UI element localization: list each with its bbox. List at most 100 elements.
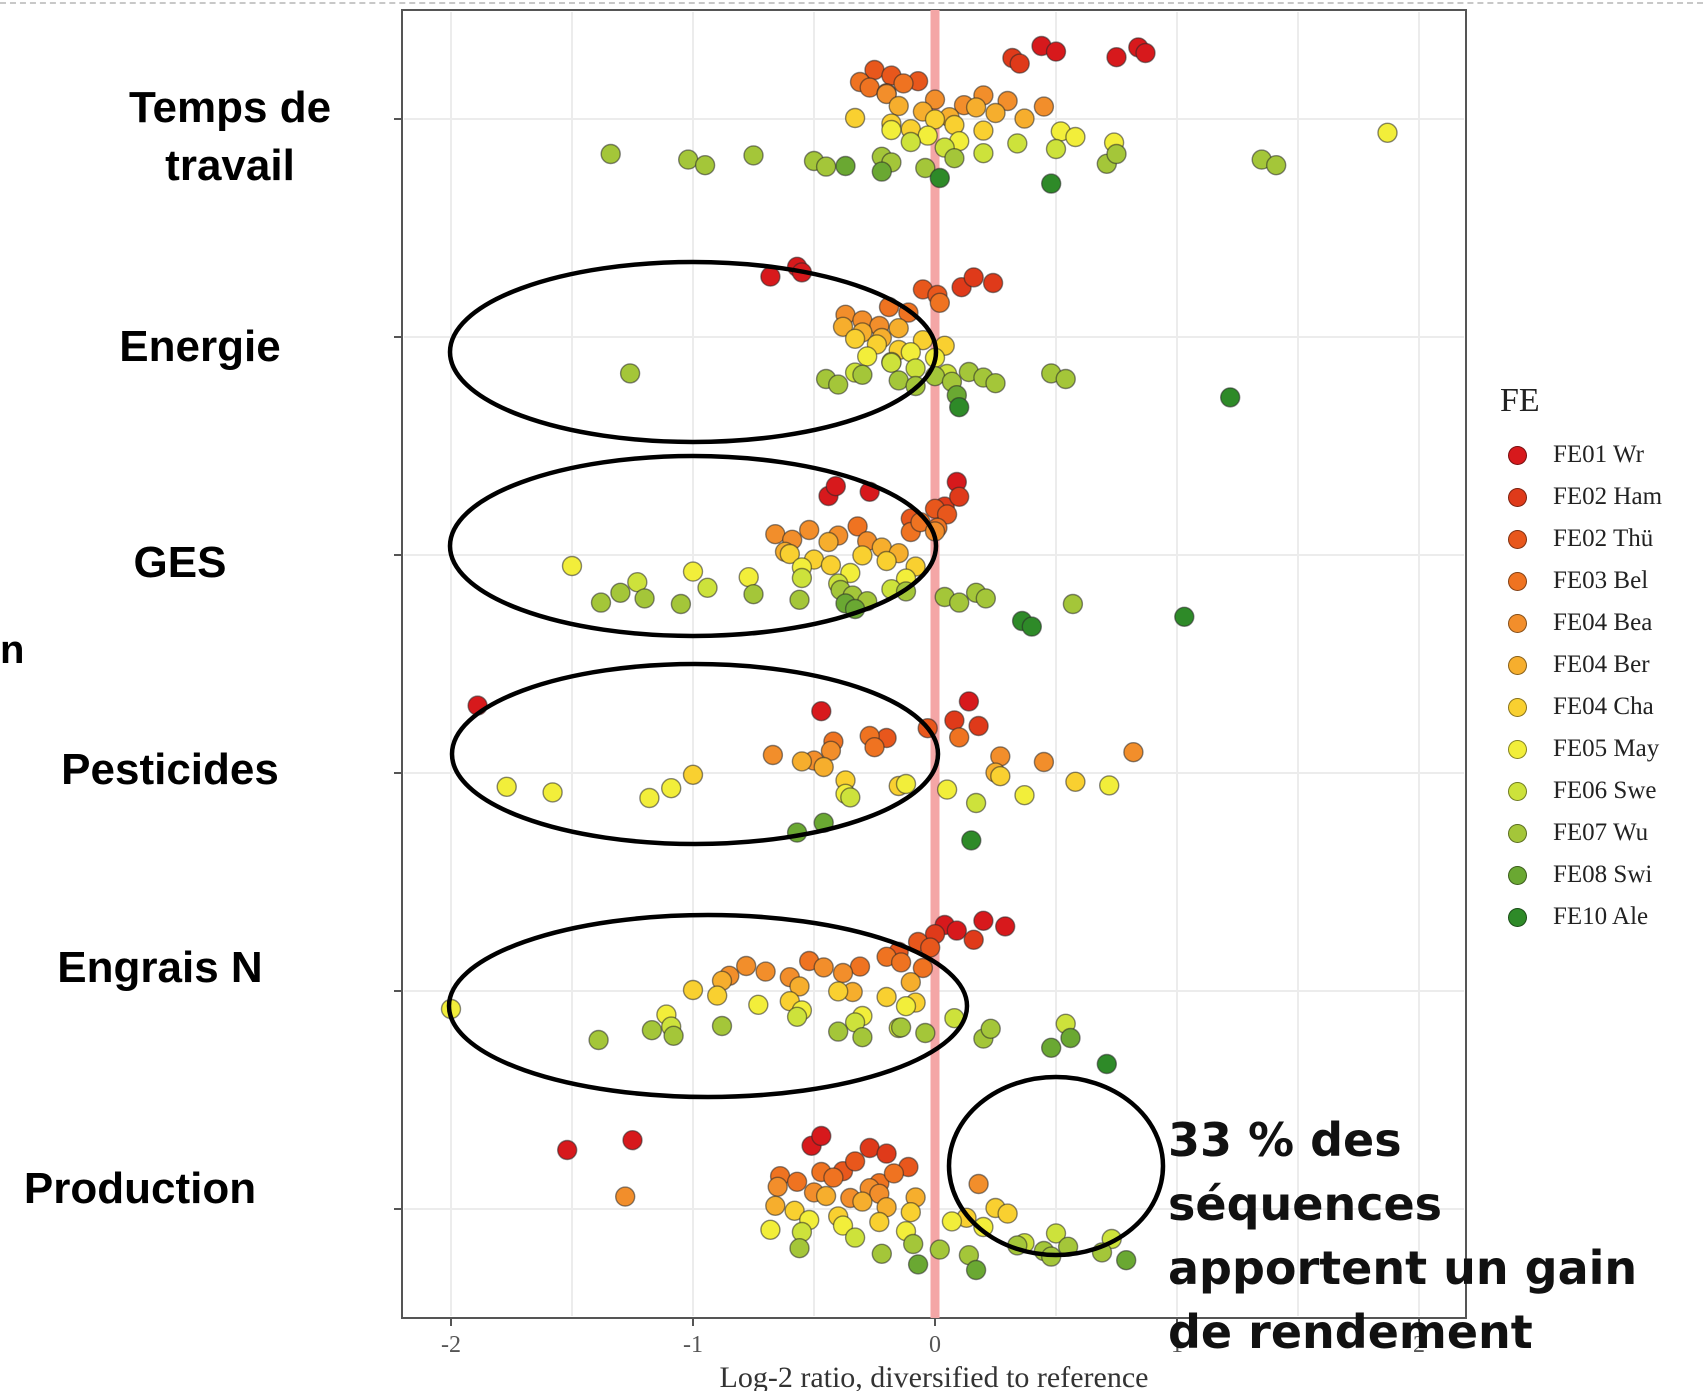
data-point [980,1018,1001,1040]
legend-item: FE08 Swi [1500,854,1662,896]
data-point [847,516,868,537]
legend-item: FE10 Ale [1500,896,1662,938]
data-point [929,292,950,313]
legend-swatch [1508,697,1527,717]
cut-off-label: n [0,628,25,672]
data-point [678,149,699,170]
legend-swatch [1508,907,1527,927]
data-point [789,1237,810,1259]
data-point [799,519,820,541]
data-point [900,1201,921,1223]
data-point [791,751,813,772]
data-point [1115,1249,1137,1271]
data-point [542,782,563,803]
data-point [1065,126,1086,148]
data-point [1377,122,1398,144]
legend-swatch [1508,613,1527,633]
data-point [985,102,1006,124]
legend-title: FE [1500,382,1540,419]
legend: FE FE01 Wr FE02 Ham FE02 Thü FE03 Bel FE04 B… [1500,382,1662,938]
data-points [440,35,1398,1281]
data-point [936,779,958,800]
legend-label: FE07 Wu [1553,819,1649,846]
data-point [965,792,987,814]
data-point [789,589,810,610]
data-point [561,555,583,577]
data-point [786,1006,808,1027]
data-point [890,952,912,973]
legend-label: FE10 Ale [1553,903,1649,930]
data-point [871,1243,892,1265]
data-point [876,550,897,572]
data-point [990,766,1011,787]
data-point [694,154,716,176]
category-label-temps: Temps de travail [128,83,332,190]
data-point [973,1216,994,1238]
x-tick-label: -2 [441,1332,461,1358]
data-point [600,143,621,165]
data-point [895,996,917,1017]
data-point [786,1171,808,1193]
data-point [762,744,784,766]
data-point [641,1019,663,1041]
data-point [1014,108,1035,129]
legend-swatch [1508,571,1527,591]
data-point [888,370,909,391]
data-point [924,89,946,110]
data-point [1062,593,1084,615]
data-point [1007,133,1028,154]
data-point [748,994,769,1015]
data-point [760,266,781,287]
legend-label: FE03 Bel [1553,567,1649,594]
highlight-ellipse-pesticides [449,661,941,847]
data-point [949,592,970,613]
data-point [973,910,994,931]
data-point [965,1259,987,1281]
data-point [1065,771,1086,792]
data-point [634,588,655,609]
category-label-ges: GES [133,538,227,587]
data-point [755,961,776,982]
data-point [615,1186,636,1207]
data-point [871,161,892,182]
legend-swatch [1508,487,1527,507]
legend-label: FE06 Swe [1553,777,1657,804]
data-point [869,1211,890,1233]
data-point [852,364,873,385]
data-point [900,972,921,993]
legend-label: FE01 Wr [1553,441,1644,468]
data-point [973,120,994,141]
data-point [682,979,704,1001]
data-point [903,1233,924,1255]
data-point [820,555,842,576]
legend-swatch [1508,739,1527,759]
data-point [929,1239,950,1260]
data-point [915,1022,936,1044]
data-point [1033,96,1055,117]
category-label-energie: Energie [119,322,281,371]
legend-label: FE04 Cha [1553,693,1654,720]
data-point [876,986,897,1008]
data-point [1033,751,1055,773]
highlight-ellipse-production [946,1074,1166,1258]
data-point [1045,41,1067,62]
data-point [1045,1223,1067,1244]
legend-swatch [1508,823,1527,843]
data-point [941,1211,963,1232]
data-point [835,155,856,177]
data-point [1060,1027,1081,1049]
legend-item: FE02 Thü [1500,518,1662,560]
data-point [859,1137,880,1159]
data-point [736,955,757,977]
data-point [968,715,989,737]
data-point [815,1185,837,1207]
data-point [622,1129,643,1151]
data-point [852,545,873,566]
data-point [813,756,834,778]
data-point [682,561,704,582]
legend-swatch [1508,655,1527,675]
legend-item: FE07 Wu [1500,812,1662,854]
data-point [779,543,800,565]
data-point [844,1227,866,1248]
